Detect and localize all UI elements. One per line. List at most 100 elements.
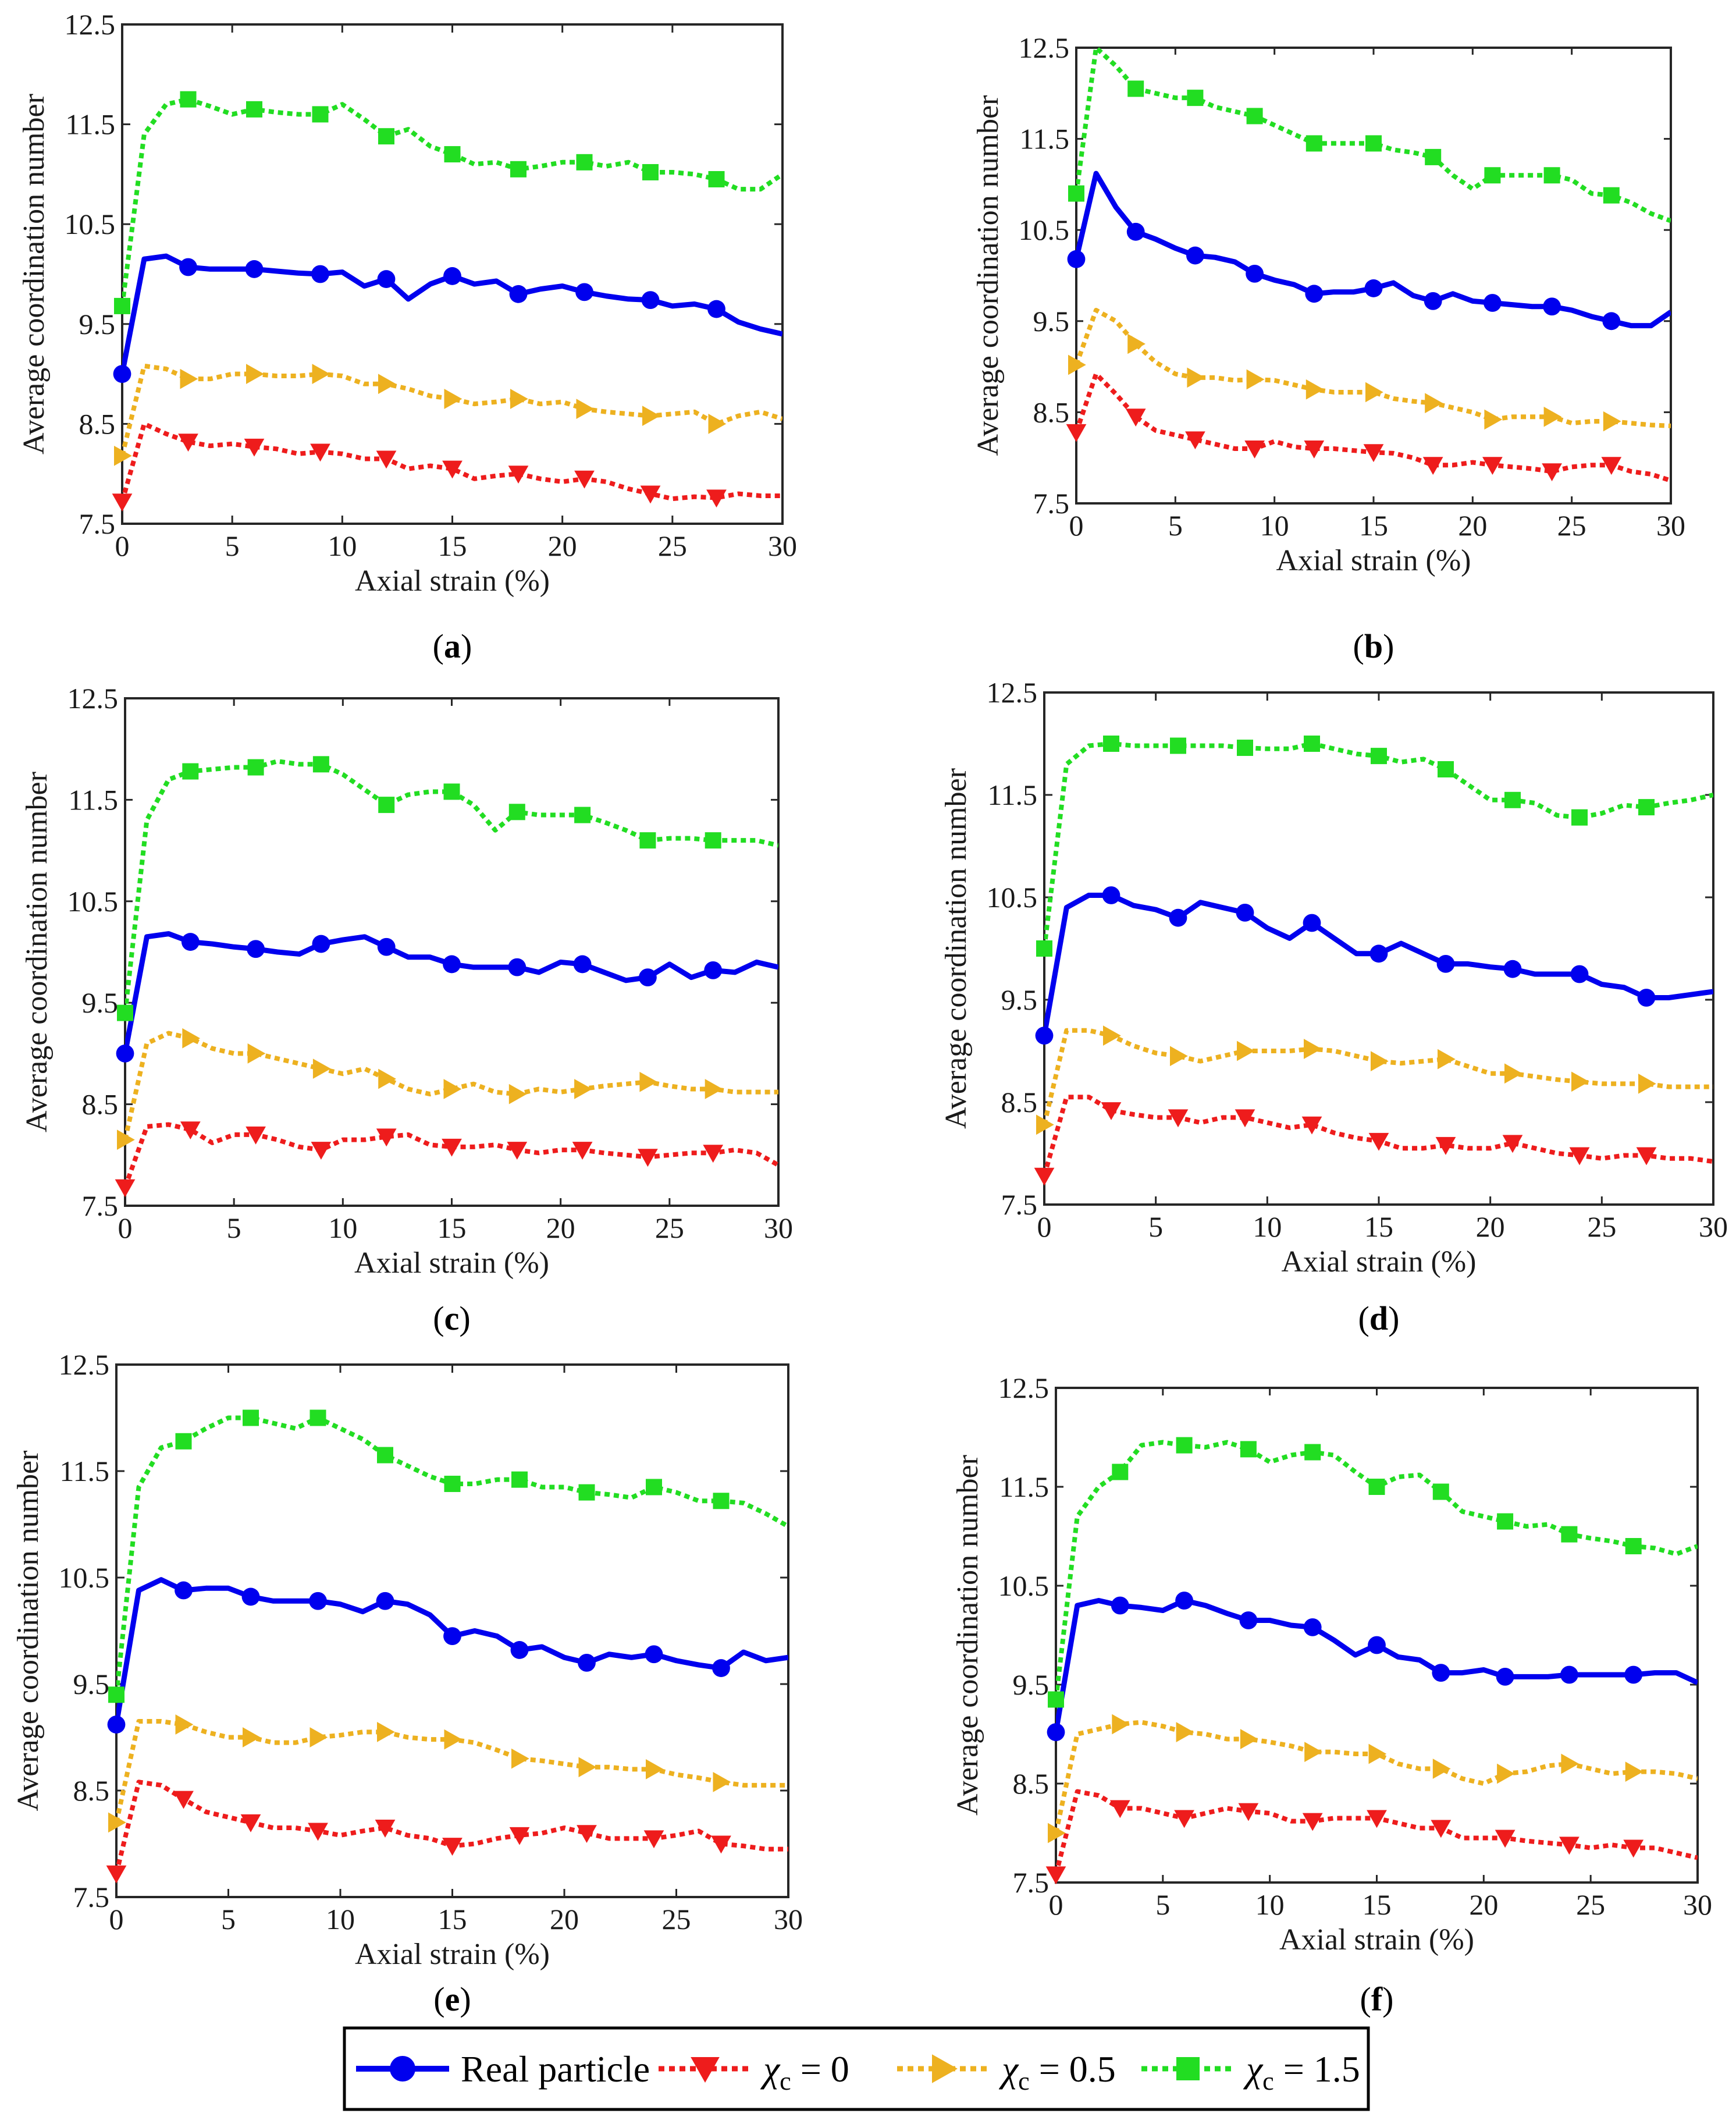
data-point bbox=[179, 258, 197, 276]
y-tick-label: 7.5 bbox=[1013, 1866, 1050, 1899]
y-tick-label: 7.5 bbox=[73, 1881, 110, 1913]
series-c05 bbox=[108, 1714, 788, 1833]
data-point bbox=[1176, 1722, 1194, 1742]
x-tick-label: 30 bbox=[764, 1212, 793, 1244]
x-tick-label: 30 bbox=[768, 530, 797, 562]
data-point bbox=[1186, 246, 1204, 265]
data-point bbox=[1047, 1723, 1065, 1742]
x-tick-label: 0 bbox=[118, 1212, 133, 1244]
y-tick-label: 12.5 bbox=[987, 676, 1038, 709]
data-point bbox=[178, 434, 198, 452]
data-point bbox=[175, 1433, 192, 1450]
data-point bbox=[310, 1409, 326, 1426]
data-point bbox=[1371, 1051, 1389, 1071]
data-point bbox=[511, 1748, 529, 1769]
data-point bbox=[443, 783, 460, 800]
data-point bbox=[311, 1142, 332, 1160]
data-point bbox=[1504, 791, 1521, 808]
data-point bbox=[1102, 886, 1120, 904]
data-point bbox=[1482, 457, 1503, 475]
data-point bbox=[376, 1592, 394, 1610]
data-point bbox=[443, 267, 461, 285]
x-tick-label: 5 bbox=[225, 530, 240, 562]
data-point bbox=[310, 443, 330, 462]
data-point bbox=[442, 1138, 462, 1157]
y-tick-label: 10.5 bbox=[67, 885, 119, 918]
y-tick-label: 7.5 bbox=[82, 1189, 119, 1222]
y-tick-label: 8.5 bbox=[82, 1088, 119, 1121]
y-tick-label: 11.5 bbox=[987, 779, 1037, 811]
x-tick-label: 5 bbox=[1168, 509, 1183, 542]
data-point bbox=[1109, 1800, 1130, 1818]
y-axis-label: Average coordination number bbox=[17, 94, 51, 454]
data-point bbox=[1368, 1132, 1389, 1151]
data-point bbox=[1103, 1025, 1121, 1046]
data-point bbox=[182, 1028, 201, 1049]
data-point bbox=[1625, 1538, 1642, 1554]
panel-c: 0 5 10 15 20 25 30 7.5 8.5 9.5 10.5 11.5 12.5 Axial s… bbox=[20, 682, 793, 1337]
data-point bbox=[312, 364, 330, 384]
data-point bbox=[1504, 1063, 1522, 1084]
series-c0 bbox=[106, 1780, 788, 1884]
x-tick-label: 15 bbox=[1359, 509, 1388, 542]
x-tick-label: 25 bbox=[655, 1212, 684, 1244]
panel-label: (f) bbox=[1360, 1980, 1394, 2018]
data-point bbox=[443, 1627, 461, 1646]
series-c05 bbox=[117, 1028, 778, 1150]
y-tick-label: 9.5 bbox=[73, 1668, 110, 1700]
data-point bbox=[312, 756, 329, 773]
y-tick-label: 7.5 bbox=[1033, 487, 1070, 520]
data-point bbox=[115, 1179, 136, 1198]
panel-d: 0 5 10 15 20 25 30 7.5 8.5 9.5 10.5 11.5 12.5 Axial s… bbox=[940, 676, 1728, 1337]
data-point bbox=[1432, 1759, 1451, 1779]
y-tick-label: 12.5 bbox=[998, 1372, 1050, 1404]
legend-label: Real particle bbox=[461, 2048, 650, 2090]
data-point bbox=[1569, 1147, 1590, 1166]
data-point bbox=[117, 1004, 133, 1021]
data-point bbox=[1543, 167, 1560, 184]
data-point bbox=[1036, 940, 1052, 957]
data-point bbox=[1503, 960, 1522, 978]
y-tick-label: 10.5 bbox=[65, 208, 116, 240]
data-point bbox=[704, 961, 723, 979]
data-point bbox=[243, 1409, 259, 1426]
panel-label: (b) bbox=[1353, 627, 1395, 665]
series-line-c05 bbox=[122, 363, 782, 457]
series-c15 bbox=[117, 756, 778, 1021]
data-point bbox=[377, 937, 396, 956]
data-point bbox=[378, 374, 396, 395]
x-tick-label: 15 bbox=[1364, 1210, 1393, 1243]
panel-label: (d) bbox=[1358, 1299, 1400, 1337]
y-tick-label: 11.5 bbox=[59, 1455, 109, 1487]
data-point bbox=[705, 832, 721, 849]
data-point bbox=[107, 1715, 126, 1734]
x-tick-label: 20 bbox=[1469, 1888, 1498, 1921]
x-tick-label: 10 bbox=[1255, 1888, 1285, 1921]
data-point bbox=[572, 1142, 593, 1160]
data-point bbox=[1170, 737, 1186, 754]
data-point bbox=[1435, 1136, 1456, 1155]
data-point bbox=[1570, 965, 1589, 983]
x-tick-label: 20 bbox=[1458, 509, 1487, 542]
data-point bbox=[1170, 1046, 1188, 1067]
x-tick-label: 20 bbox=[546, 1212, 575, 1244]
y-tick-label: 10.5 bbox=[987, 881, 1038, 914]
data-point bbox=[711, 1835, 731, 1854]
data-point bbox=[1035, 1027, 1054, 1045]
data-point bbox=[1048, 1691, 1064, 1708]
data-point bbox=[1068, 185, 1084, 202]
x-tick-label: 5 bbox=[1148, 1210, 1163, 1243]
x-axis-label: Axial strain (%) bbox=[355, 1938, 550, 1971]
data-point bbox=[573, 955, 592, 974]
series-c05 bbox=[1048, 1714, 1698, 1844]
data-point bbox=[114, 445, 132, 466]
data-point bbox=[444, 1729, 463, 1750]
axes-box bbox=[1075, 47, 1672, 505]
data-point bbox=[509, 285, 528, 303]
y-tick-label: 11.5 bbox=[999, 1471, 1049, 1503]
data-point bbox=[574, 807, 591, 823]
panels: 0 5 10 15 20 25 30 7.5 8.5 9.5 10.5 11.5 12.5 Axial s… bbox=[12, 8, 1728, 2018]
series-c0 bbox=[1045, 1789, 1698, 1885]
series-line-c15 bbox=[1044, 741, 1713, 949]
y-tick-label: 9.5 bbox=[1013, 1668, 1050, 1701]
